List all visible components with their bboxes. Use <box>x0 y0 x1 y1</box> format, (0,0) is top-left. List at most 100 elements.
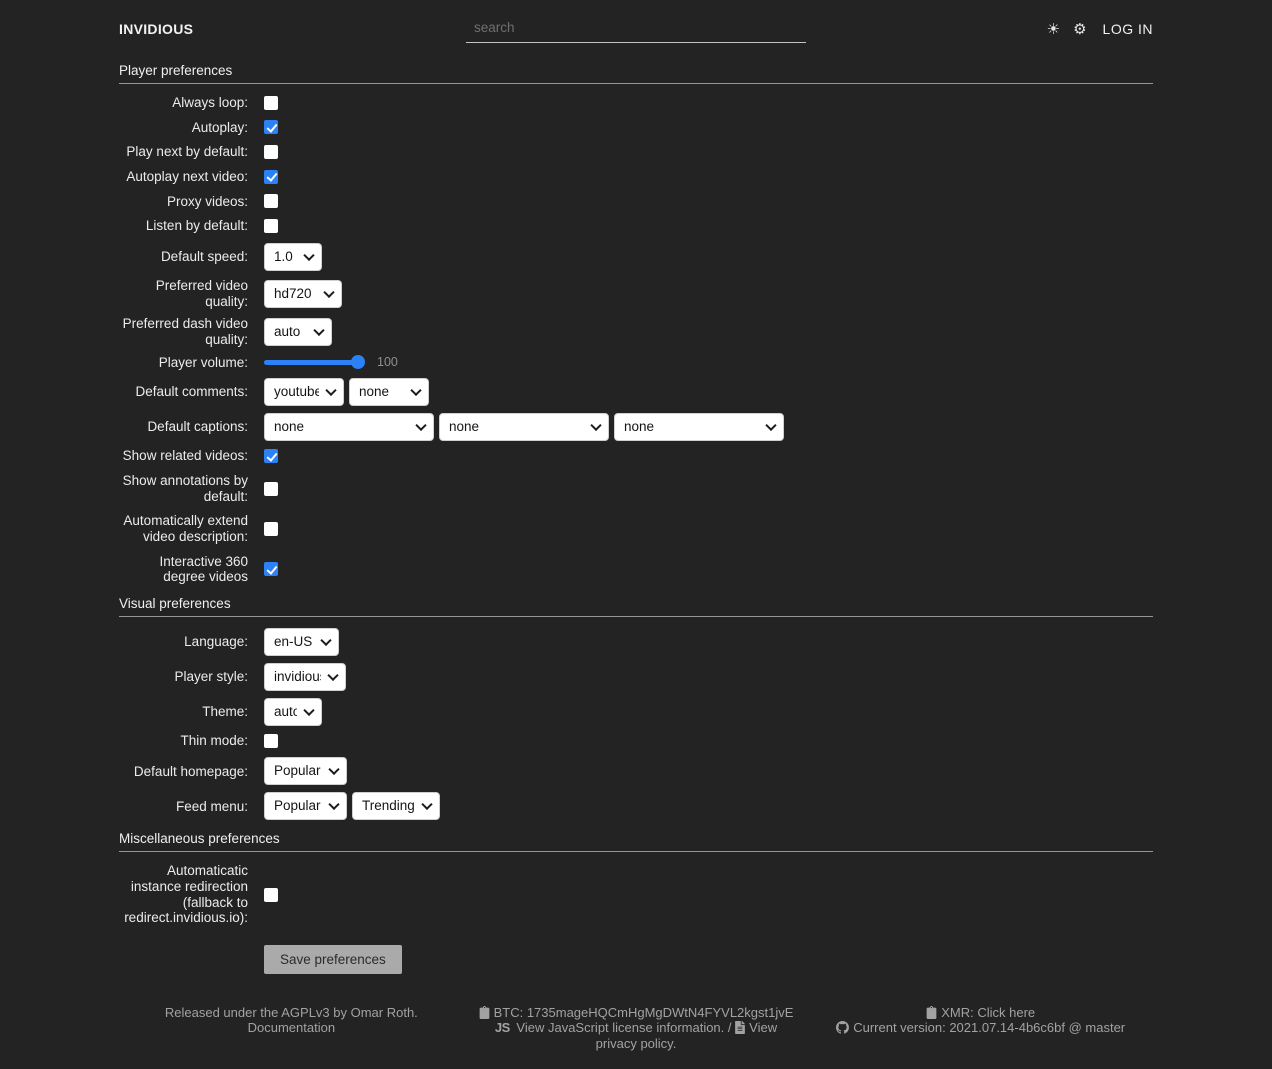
always-loop-checkbox[interactable] <box>264 95 278 110</box>
btc-address: BTC: 1735mageHQCmHgMgDWtN4FYVL2kgst1jvE <box>493 1005 794 1021</box>
default-homepage-label: Default homepage: <box>133 763 248 779</box>
default-speed-select[interactable]: 1.0 <box>264 242 322 271</box>
pref-row: Preferred dash video quality: auto <box>119 316 1153 347</box>
play-next-checkbox[interactable] <box>264 145 278 160</box>
pref-row: Default speed: 1.0 <box>119 242 1153 271</box>
default-speed-label: Default speed: <box>160 249 248 265</box>
thin-mode-label: Thin mode: <box>180 732 248 748</box>
video-quality-select[interactable]: hd720 <box>264 279 342 308</box>
pref-row: Automatically extend video description: <box>119 513 1153 544</box>
proxy-videos-label: Proxy videos: <box>166 193 248 209</box>
captions-second-select[interactable]: none <box>439 413 609 442</box>
license-text: Released under the AGPLv3 by Omar Roth. <box>164 1005 418 1021</box>
footer: Released under the AGPLv3 by Omar Roth. … <box>119 1005 1153 1069</box>
footer-right: XMR: Click here Current version: 2021.07… <box>808 1005 1153 1051</box>
instance-redirect-checkbox[interactable] <box>264 887 278 902</box>
javascript-icon: JS <box>494 1020 510 1036</box>
default-captions-label: Default captions: <box>147 419 248 435</box>
autoplay-label: Autoplay: <box>191 119 248 135</box>
gear-icon[interactable]: ⚙ <box>1073 20 1087 38</box>
pref-row: Theme: auto <box>119 697 1153 726</box>
footer-left: Released under the AGPLv3 by Omar Roth. … <box>119 1005 464 1051</box>
player-volume-label: Player volume: <box>158 354 248 370</box>
pref-row: Proxy videos: <box>119 194 1153 210</box>
section-divider <box>119 615 1153 617</box>
save-row: Save preferences <box>264 945 1153 975</box>
documentation-link[interactable]: Documentation <box>247 1020 336 1036</box>
pref-row: Automaticatic instance redirection (fall… <box>119 863 1153 926</box>
pref-row: Play next by default: <box>119 144 1153 160</box>
player-volume-slider[interactable] <box>264 355 365 370</box>
comments-second-select[interactable]: none <box>349 378 429 407</box>
theme-select[interactable]: auto <box>264 697 322 726</box>
github-icon <box>836 1021 850 1035</box>
video-quality-label: Preferred video quality: <box>155 277 248 309</box>
pref-row: Player volume: 100 <box>119 355 1153 371</box>
pref-row: Default captions: none none none <box>119 413 1153 442</box>
xmr-label: XMR: <box>941 1005 974 1021</box>
extend-description-label: Automatically extend video description: <box>123 513 248 544</box>
feed-menu-second-select[interactable]: Trending <box>352 792 440 821</box>
section-divider <box>119 851 1153 853</box>
pref-row: Interactive 360 degree videos <box>119 554 1153 585</box>
pref-row: Player style: invidious <box>119 662 1153 691</box>
pref-row: Feed menu: Popular Trending <box>119 792 1153 821</box>
proxy-videos-checkbox[interactable] <box>264 194 278 209</box>
invidious-logo[interactable]: INVIDIOUS <box>119 21 194 37</box>
pref-row: Thin mode: <box>119 733 1153 749</box>
js-license-link[interactable]: View JavaScript license information. <box>516 1020 725 1036</box>
version-link[interactable]: 2021.07.14-4b6c6bf @ master <box>949 1020 1126 1036</box>
annotations-checkbox[interactable] <box>264 481 278 496</box>
pref-row: Default homepage: Popular <box>119 757 1153 786</box>
version-label: Current version: <box>853 1020 946 1036</box>
captions-first-select[interactable]: none <box>264 413 434 442</box>
clipboard-icon <box>926 1006 937 1020</box>
sun-icon[interactable]: ☀ <box>1046 20 1061 38</box>
theme-label: Theme: <box>202 703 248 719</box>
visual-preferences-title: Visual preferences <box>119 595 231 611</box>
player-volume-slider-fill <box>264 360 362 366</box>
pref-row: Default comments: youtube none <box>119 378 1153 407</box>
log-in-link[interactable]: LOG IN <box>1102 21 1153 37</box>
related-videos-checkbox[interactable] <box>264 449 278 464</box>
feed-menu-label: Feed menu: <box>175 798 248 814</box>
pref-row: Show annotations by default: <box>119 473 1153 504</box>
player-style-label: Player style: <box>174 668 248 684</box>
player-preferences-title: Player preferences <box>119 63 233 78</box>
player-volume-slider-thumb[interactable] <box>351 355 365 370</box>
autoplay-checkbox[interactable] <box>264 120 278 135</box>
pref-row: Listen by default: <box>119 218 1153 234</box>
instance-redirect-label: Automaticatic instance redirection (fall… <box>124 863 248 926</box>
autoplay-next-label: Autoplay next video: <box>126 168 248 184</box>
thin-mode-checkbox[interactable] <box>264 733 278 748</box>
always-loop-label: Always loop: <box>172 95 248 110</box>
related-videos-label: Show related videos: <box>122 448 248 464</box>
autoplay-next-checkbox[interactable] <box>264 169 278 184</box>
xmr-link[interactable]: Click here <box>977 1005 1036 1021</box>
language-select[interactable]: en-US <box>264 627 339 656</box>
vr360-checkbox[interactable] <box>264 562 278 577</box>
page-container: INVIDIOUS ☀ ⚙ LOG IN Player preferences … <box>119 0 1153 1069</box>
captions-third-select[interactable]: none <box>614 413 784 442</box>
play-next-label: Play next by default: <box>126 144 248 160</box>
extend-description-checkbox[interactable] <box>264 521 278 536</box>
search-box <box>466 15 806 43</box>
pref-row: Autoplay next video: <box>119 169 1153 185</box>
comments-first-select[interactable]: youtube <box>264 378 344 407</box>
vr360-label: Interactive 360 degree videos <box>159 553 248 585</box>
player-style-select[interactable]: invidious <box>264 662 346 691</box>
annotations-label: Show annotations by default: <box>122 472 248 504</box>
footer-middle: BTC: 1735mageHQCmHgMgDWtN4FYVL2kgst1jvE … <box>464 1005 809 1051</box>
feed-menu-first-select[interactable]: Popular <box>264 792 347 821</box>
listen-by-default-checkbox[interactable] <box>264 219 278 234</box>
default-homepage-select[interactable]: Popular <box>264 757 347 786</box>
search-input[interactable] <box>466 15 806 43</box>
listen-by-default-label: Listen by default: <box>145 218 248 234</box>
dash-quality-select[interactable]: auto <box>264 317 332 346</box>
pref-row: Preferred video quality: hd720 <box>119 278 1153 309</box>
pref-row: Language: en-US <box>119 627 1153 656</box>
language-label: Language: <box>184 633 248 649</box>
pref-row: Autoplay: <box>119 120 1153 136</box>
clipboard-icon <box>479 1006 490 1020</box>
save-preferences-button[interactable]: Save preferences <box>264 945 402 975</box>
